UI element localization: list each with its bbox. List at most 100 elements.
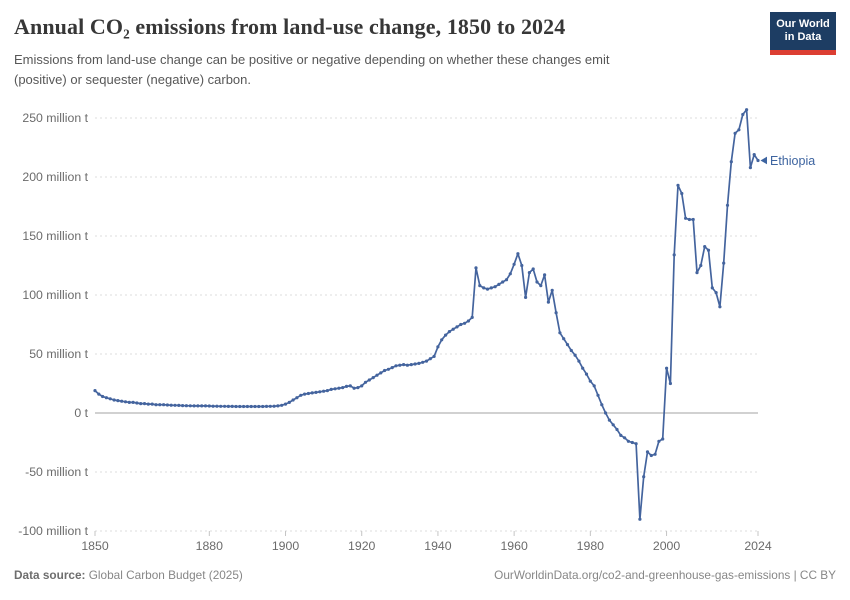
data-point[interactable]: [295, 396, 299, 400]
data-point[interactable]: [257, 404, 261, 409]
data-point[interactable]: [413, 362, 417, 366]
data-point[interactable]: [497, 282, 501, 286]
data-point[interactable]: [504, 278, 509, 282]
data-point[interactable]: [588, 379, 592, 383]
data-point[interactable]: [249, 404, 253, 409]
data-point[interactable]: [325, 389, 329, 393]
data-point[interactable]: [207, 404, 211, 408]
data-point[interactable]: [626, 439, 631, 443]
data-point[interactable]: [242, 404, 246, 409]
data-point[interactable]: [611, 423, 615, 427]
data-point[interactable]: [725, 203, 730, 207]
data-point[interactable]: [390, 366, 394, 370]
data-point[interactable]: [546, 300, 551, 304]
data-point[interactable]: [112, 398, 116, 402]
data-point[interactable]: [283, 402, 288, 406]
data-point[interactable]: [745, 108, 749, 112]
data-point[interactable]: [379, 371, 383, 375]
data-point[interactable]: [131, 400, 135, 404]
data-point[interactable]: [661, 437, 665, 441]
data-point[interactable]: [363, 380, 368, 384]
data-point[interactable]: [261, 404, 265, 409]
data-point[interactable]: [142, 402, 147, 406]
data-point[interactable]: [299, 393, 303, 397]
data-point[interactable]: [192, 404, 196, 408]
data-point[interactable]: [162, 403, 166, 407]
data-point[interactable]: [341, 386, 345, 390]
data-point[interactable]: [695, 271, 699, 275]
data-point[interactable]: [672, 253, 676, 257]
end-label-text[interactable]: Ethiopia: [770, 154, 815, 168]
data-point[interactable]: [535, 280, 539, 284]
data-point[interactable]: [440, 338, 444, 342]
data-point[interactable]: [272, 404, 276, 408]
data-point[interactable]: [386, 367, 390, 371]
data-point[interactable]: [322, 389, 326, 393]
data-point[interactable]: [676, 183, 680, 187]
data-point[interactable]: [516, 252, 520, 256]
data-point[interactable]: [501, 280, 505, 284]
data-point[interactable]: [531, 267, 535, 271]
data-point[interactable]: [108, 397, 112, 401]
data-point[interactable]: [169, 403, 173, 407]
data-point[interactable]: [226, 404, 230, 408]
data-point[interactable]: [478, 284, 482, 288]
data-point[interactable]: [310, 391, 314, 395]
data-point[interactable]: [398, 363, 402, 367]
data-point[interactable]: [116, 399, 120, 403]
data-point[interactable]: [188, 404, 192, 408]
data-point[interactable]: [223, 404, 227, 408]
data-point[interactable]: [569, 348, 573, 353]
data-point[interactable]: [104, 396, 108, 400]
data-point[interactable]: [360, 384, 364, 388]
data-point[interactable]: [287, 400, 291, 404]
data-point[interactable]: [649, 453, 653, 458]
data-point[interactable]: [584, 372, 589, 376]
data-point[interactable]: [158, 403, 162, 407]
data-point[interactable]: [748, 166, 753, 170]
data-point[interactable]: [405, 363, 409, 367]
footer-citation-link[interactable]: OurWorldinData.org/co2-and-greenhouse-ga…: [494, 568, 836, 582]
data-point[interactable]: [447, 330, 451, 334]
data-point[interactable]: [337, 386, 341, 390]
data-point[interactable]: [687, 217, 692, 222]
data-point[interactable]: [524, 295, 528, 299]
data-point[interactable]: [428, 357, 432, 361]
data-point[interactable]: [181, 404, 185, 408]
owid-logo[interactable]: Our World in Data: [770, 12, 836, 55]
data-point[interactable]: [394, 364, 398, 368]
data-point[interactable]: [600, 403, 604, 407]
data-point[interactable]: [596, 393, 600, 397]
data-point[interactable]: [543, 273, 547, 277]
data-point[interactable]: [383, 368, 387, 373]
data-point[interactable]: [474, 266, 478, 270]
data-point[interactable]: [444, 333, 448, 337]
data-point[interactable]: [367, 378, 371, 382]
data-point[interactable]: [203, 404, 208, 408]
data-point[interactable]: [146, 402, 150, 406]
data-point[interactable]: [714, 291, 718, 295]
data-point[interactable]: [527, 271, 532, 275]
series-ethiopia[interactable]: [93, 108, 760, 521]
data-point[interactable]: [303, 392, 307, 396]
data-point[interactable]: [375, 373, 379, 377]
data-point[interactable]: [264, 404, 269, 408]
data-point[interactable]: [436, 345, 440, 349]
data-point[interactable]: [348, 384, 352, 388]
data-point[interactable]: [371, 376, 375, 380]
data-point[interactable]: [154, 403, 158, 407]
data-point[interactable]: [573, 353, 577, 357]
data-point[interactable]: [577, 359, 581, 363]
data-point[interactable]: [196, 404, 200, 408]
data-point[interactable]: [238, 404, 242, 409]
data-point[interactable]: [489, 286, 493, 290]
data-point[interactable]: [253, 404, 257, 409]
data-point[interactable]: [554, 311, 558, 315]
data-point[interactable]: [173, 403, 177, 407]
data-point[interactable]: [97, 392, 101, 396]
data-point[interactable]: [615, 427, 619, 432]
data-point[interactable]: [729, 160, 733, 164]
data-point[interactable]: [306, 391, 310, 396]
data-point[interactable]: [485, 287, 490, 291]
